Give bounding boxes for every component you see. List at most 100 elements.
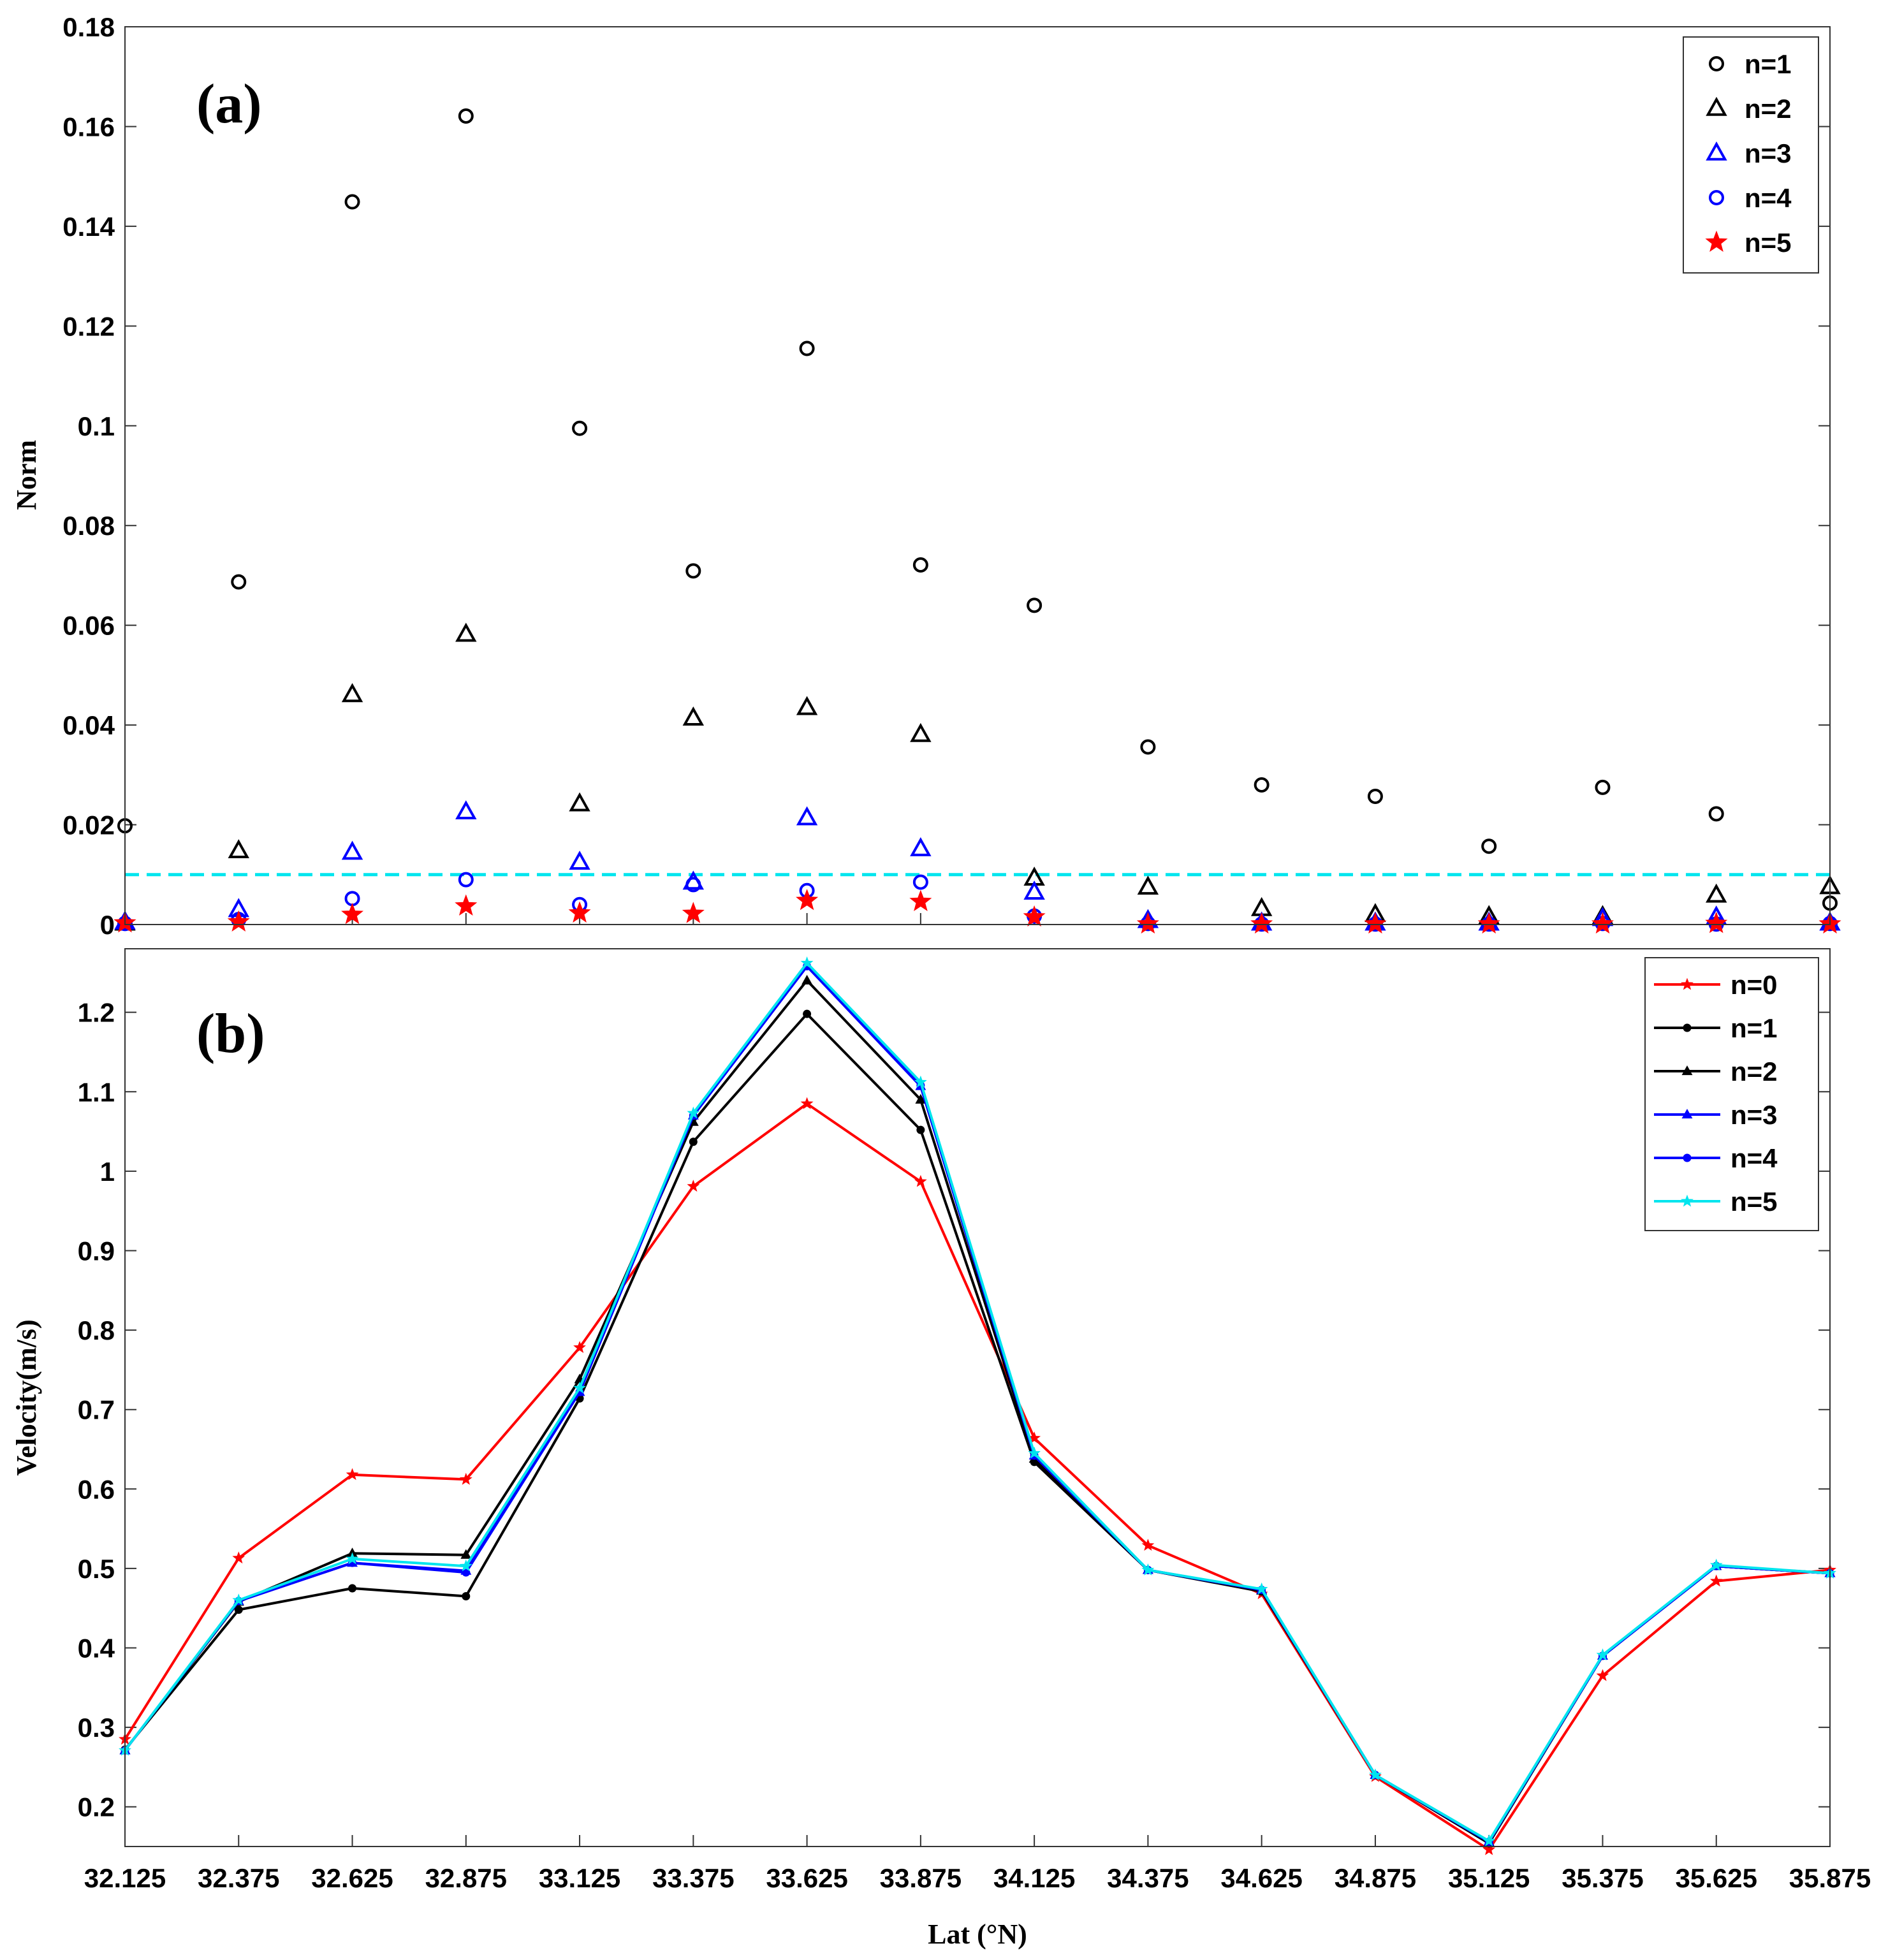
panel-b-ytick-label: 0.6 xyxy=(78,1474,115,1504)
panel-b-point-n5 xyxy=(1709,1558,1723,1571)
panel-a-legend-marker-n4 xyxy=(1709,190,1724,205)
panel-a-marker-n1 xyxy=(458,108,474,124)
panel-b-series-line-n0 xyxy=(124,1102,1831,1851)
panel-a-legend-label: n=1 xyxy=(1745,49,1792,79)
panel-a-marker-n5 xyxy=(1136,912,1159,934)
panel-b-point-n5 xyxy=(1141,1563,1155,1576)
panel-a-marker-n2 xyxy=(569,792,590,812)
panel-b-xlabel: Lat (°N) xyxy=(928,1919,1027,1950)
panel-a-label: (a) xyxy=(196,73,262,135)
panel-b-xtick-label: 32.875 xyxy=(425,1863,507,1893)
panel-a-marker-n5 xyxy=(227,910,250,932)
panel-a-legend-marker-n5 xyxy=(1705,230,1728,252)
panel-b-point-n1 xyxy=(916,1125,925,1134)
panel-b-point-n0 xyxy=(1596,1669,1609,1681)
panel-b-point-n0 xyxy=(687,1180,700,1192)
panel-b-series-line-n5 xyxy=(124,962,1831,1843)
panel-a-ytick-label: 0.08 xyxy=(62,511,115,541)
panel-a-marker-n5 xyxy=(682,902,705,923)
panel-b-point-n5 xyxy=(1369,1768,1382,1781)
panel-a-marker-n4 xyxy=(458,872,474,888)
panel-a-ticks: 0 0.02 0.04 0.06 0.08 0.1 0.12 0.14 0.16 0.18 xyxy=(62,12,1831,940)
panel-a-marker-n5 xyxy=(796,889,819,911)
panel-a-ytick-label: 0.14 xyxy=(62,212,115,242)
panel-a-marker-n5 xyxy=(341,902,364,925)
panel-a-marker-n4 xyxy=(912,874,928,890)
panel-a-legend: n=1 n=2 n=3 n=4 n=5 xyxy=(1683,36,1819,274)
panel-b-xtick-label: 32.125 xyxy=(84,1863,166,1893)
panel-a-marker-n3 xyxy=(455,800,477,820)
panel-b-point-n2 xyxy=(460,1549,472,1559)
panel-a-marker-n3 xyxy=(1023,881,1045,900)
panel-b-xtick-label: 34.625 xyxy=(1220,1863,1302,1893)
panel-b-xtick-label: 35.375 xyxy=(1562,1863,1643,1893)
panel-b-legend-label: n=1 xyxy=(1730,1013,1778,1043)
panel-b-ytick-label: 1 xyxy=(100,1157,115,1187)
panel-b-ytick-label: 0.9 xyxy=(78,1236,115,1266)
panel-a-ytick-label: 0.12 xyxy=(62,311,115,341)
panel-a-marker-n5 xyxy=(1705,911,1728,933)
panel-b-point-n0 xyxy=(346,1468,359,1481)
panel-b-point-n5 xyxy=(1028,1446,1041,1459)
panel-b-point-n1 xyxy=(234,1605,243,1614)
panel-b-ytick-label: 1.1 xyxy=(78,1077,115,1107)
panel-b-xtick-label: 35.875 xyxy=(1789,1863,1871,1893)
panel-b-xtick-label: 33.375 xyxy=(652,1863,734,1893)
panel-a-marker-n5 xyxy=(909,889,932,911)
panel-a-ytick-label: 0.18 xyxy=(62,12,115,42)
panel-b-legend-label: n=0 xyxy=(1730,970,1778,1000)
panel-a-legend-label: n=4 xyxy=(1745,183,1792,213)
panel-a-marker-n3 xyxy=(569,851,590,870)
panel-b-point-n5 xyxy=(1482,1834,1496,1847)
panel-a-legend-label: n=2 xyxy=(1745,94,1792,124)
panel-a-axes-frame xyxy=(124,26,1831,925)
panel-b-legend-marker-n3 xyxy=(1681,1108,1693,1119)
panel-a-marker-n5 xyxy=(1477,912,1500,934)
panel-b-point-n1 xyxy=(803,1009,812,1018)
panel-b-xtick-label: 33.125 xyxy=(539,1863,620,1893)
panel-b-xtick-label: 34.375 xyxy=(1107,1863,1189,1893)
panel-a-marker-n2 xyxy=(1137,875,1159,895)
panel-b-point-n1 xyxy=(689,1137,698,1146)
panel-b-point-n0 xyxy=(914,1174,927,1187)
panel-b-point-n0 xyxy=(800,1097,814,1109)
panel-b-point-n1 xyxy=(462,1592,471,1601)
panel-b-point-n0 xyxy=(1709,1574,1723,1587)
panel-b-xtick-label: 32.375 xyxy=(198,1863,279,1893)
panel-a-marker-n2 xyxy=(228,839,249,859)
panel-b-ytick-label: 0.5 xyxy=(78,1554,115,1584)
panel-b-legend-marker-n2 xyxy=(1681,1065,1693,1076)
panel-b-ytick-label: 0.8 xyxy=(78,1315,115,1345)
panel-a-marker-n1 xyxy=(912,557,928,573)
panel-a-marker-n2 xyxy=(682,706,705,726)
panel-a-marker-n2 xyxy=(1706,883,1727,903)
panel-b-legend-box xyxy=(1644,957,1819,1231)
panel-b-point-n0 xyxy=(459,1472,472,1485)
panel-a-marker-n1 xyxy=(231,574,247,590)
panel-b-velocity-lines: 0.2 0.3 0.4 0.5 0.6 0.7 0.8 0.9 1 1.1 1.2 32.125 32.… xyxy=(11,948,1871,1950)
panel-a-marker-n1 xyxy=(1140,739,1156,755)
panel-b-axes-frame xyxy=(124,948,1831,1847)
panel-b-xtick-label: 33.875 xyxy=(880,1863,962,1893)
panel-a-marker-n4 xyxy=(685,877,701,893)
panel-a-ytick-label: 0.06 xyxy=(62,611,115,641)
panel-a-ytick-label: 0 xyxy=(100,910,115,940)
panel-a-legend-marker-n3 xyxy=(1706,141,1727,161)
panel-b-point-n0 xyxy=(1141,1539,1155,1551)
panel-a-marker-n1 xyxy=(685,563,701,579)
panel-b-point-n0 xyxy=(1482,1843,1496,1855)
panel-a-marker-n5 xyxy=(1250,912,1273,934)
panel-b-xtick-label: 34.125 xyxy=(993,1863,1075,1893)
panel-b-xtick-label: 35.625 xyxy=(1675,1863,1757,1893)
panel-a-ytick-label: 0.1 xyxy=(78,411,115,441)
panel-a-ytick-label: 0.02 xyxy=(62,810,115,840)
panel-b-point-n5 xyxy=(346,1552,359,1565)
panel-b-xtick-label: 35.125 xyxy=(1448,1863,1530,1893)
panel-b-ytick-label: 0.7 xyxy=(78,1395,115,1425)
panel-b-point-n5 xyxy=(800,956,814,969)
panel-a-legend-label: n=3 xyxy=(1745,138,1792,168)
panel-a-legend-marker-n2 xyxy=(1706,96,1727,116)
panel-b-point-n0 xyxy=(232,1551,245,1564)
panel-a-ytick-label: 0.04 xyxy=(62,710,115,740)
